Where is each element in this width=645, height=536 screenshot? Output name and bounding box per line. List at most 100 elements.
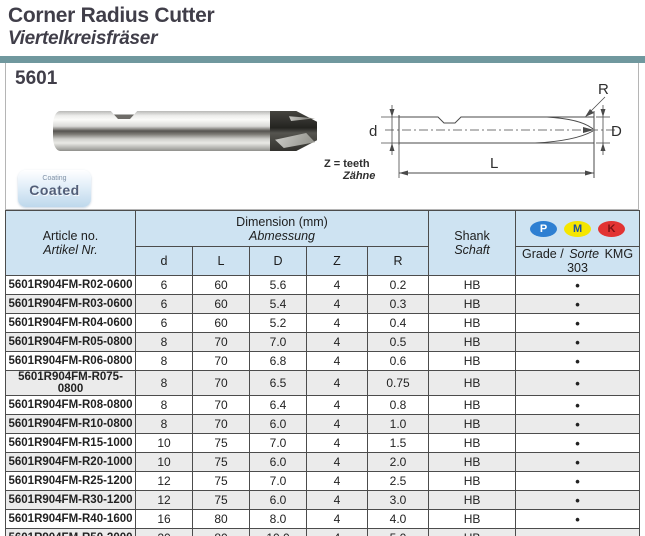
z-cell: 4 (306, 395, 368, 415)
r-cell: 1.0 (366, 414, 430, 434)
z-cell: 4 (306, 332, 368, 352)
iso-m-icon: M (564, 220, 592, 237)
divider-bar (0, 56, 645, 63)
table-row: 5601R904FM-R15-1000 10 75 7.0 4 1.5 HB • (5, 433, 641, 453)
article-number-cell: 5601R904FM-R075-0800 (5, 370, 136, 396)
r-cell: 0.6 (366, 351, 430, 371)
article-number-cell: 5601R904FM-R40-1600 (5, 509, 136, 529)
article-number-cell: 5601R904FM-R08-0800 (5, 395, 136, 415)
d-cell: 6 (135, 294, 193, 314)
shank-cell: HB (428, 509, 517, 529)
l-cell: 70 (192, 370, 250, 396)
big-d-cell: 5.6 (249, 275, 307, 295)
r-cell: 2.5 (366, 471, 430, 491)
big-d-cell: 6.0 (249, 490, 307, 510)
article-number-cell: 5601R904FM-R30-1200 (5, 490, 136, 510)
r-cell: 2.0 (366, 452, 430, 472)
col-header-d: d (135, 246, 193, 276)
page-title: Corner Radius Cutter (8, 4, 215, 27)
l-cell: 70 (192, 395, 250, 415)
col-header-article: Article no. Artikel Nr. (5, 210, 136, 276)
coating-badge-caption: Coating (42, 175, 67, 182)
dim-label-big-d: D (611, 123, 622, 140)
iso-k-icon: K (598, 220, 626, 237)
r-cell: 0.3 (366, 294, 430, 314)
grade-dot-cell: • (515, 509, 641, 529)
l-cell: 80 (192, 509, 250, 529)
shank-cell: HB (428, 490, 517, 510)
shank-cell: HB (428, 452, 517, 472)
grade-dot-cell: • (515, 395, 641, 415)
article-number-cell: 5601R904FM-R02-0600 (5, 275, 136, 295)
shank-cell: HB (428, 313, 517, 333)
z-cell: 4 (306, 414, 368, 434)
d-cell: 8 (135, 370, 193, 396)
d-cell: 6 (135, 275, 193, 295)
col-header-l: L (192, 246, 250, 276)
shank-cell: HB (428, 351, 517, 371)
grade-dot-cell: • (515, 294, 641, 314)
shank-cell: HB (428, 528, 517, 536)
l-cell: 70 (192, 414, 250, 434)
shank-cell: HB (428, 294, 517, 314)
article-number-cell: 5601R904FM-R06-0800 (5, 351, 136, 371)
shank-cell: HB (428, 471, 517, 491)
d-cell: 8 (135, 332, 193, 352)
z-cell: 4 (306, 452, 368, 472)
teeth-note-en: Z = teeth (324, 158, 370, 170)
z-cell: 4 (306, 528, 368, 536)
table-body: 5601R904FM-R02-0600 6 60 5.6 4 0.2 HB • … (5, 275, 641, 536)
big-d-cell: 7.0 (249, 433, 307, 453)
article-number-cell: 5601R904FM-R10-0800 (5, 414, 136, 434)
table-row: 5601R904FM-R25-1200 12 75 7.0 4 2.5 HB • (5, 471, 641, 491)
table-row: 5601R904FM-R50-2000 20 80 10.0 4 5.0 HB … (5, 528, 641, 536)
r-cell: 0.75 (366, 370, 430, 396)
r-cell: 0.8 (366, 395, 430, 415)
grade-dot-cell: • (515, 433, 641, 453)
grade-dot-cell: • (515, 490, 641, 510)
product-section: 5601 d R (5, 63, 639, 210)
article-number-cell: 5601R904FM-R04-0600 (5, 313, 136, 333)
z-cell: 4 (306, 294, 368, 314)
table-row: 5601R904FM-R02-0600 6 60 5.6 4 0.2 HB • (5, 275, 641, 295)
d-cell: 8 (135, 351, 193, 371)
table-row: 5601R904FM-R08-0800 8 70 6.4 4 0.8 HB • (5, 395, 641, 415)
l-cell: 75 (192, 433, 250, 453)
tool-notch (110, 111, 138, 119)
d-cell: 16 (135, 509, 193, 529)
article-number-cell: 5601R904FM-R03-0600 (5, 294, 136, 314)
article-number-cell: 5601R904FM-R20-1000 (5, 452, 136, 472)
l-cell: 60 (192, 313, 250, 333)
table-row: 5601R904FM-R10-0800 8 70 6.0 4 1.0 HB • (5, 414, 641, 434)
grade-dot-cell: • (515, 351, 641, 371)
r-cell: 5.0 (366, 528, 430, 536)
product-table: Article no. Artikel Nr. Dimension (mm) A… (5, 210, 641, 536)
article-number-cell: 5601R904FM-R05-0800 (5, 332, 136, 352)
grade-dot-cell: • (515, 313, 641, 333)
big-d-cell: 10.0 (249, 528, 307, 536)
d-cell: 6 (135, 313, 193, 333)
table-row: 5601R904FM-R04-0600 6 60 5.2 4 0.4 HB • (5, 313, 641, 333)
r-cell: 4.0 (366, 509, 430, 529)
dim-label-r: R (598, 81, 609, 98)
tool-edge-highlight (289, 116, 315, 121)
coating-badge: Coating Coated (18, 170, 91, 207)
product-photo (53, 109, 317, 153)
r-cell: 3.0 (366, 490, 430, 510)
d-cell: 8 (135, 395, 193, 415)
grade-dot-cell: • (515, 332, 641, 352)
shank-cell: HB (428, 275, 517, 295)
shank-cell: HB (428, 433, 517, 453)
article-number-cell: 5601R904FM-R25-1200 (5, 471, 136, 491)
l-cell: 75 (192, 471, 250, 491)
shank-cell: HB (428, 395, 517, 415)
z-cell: 4 (306, 490, 368, 510)
col-header-z: Z (306, 246, 368, 276)
big-d-cell: 6.5 (249, 370, 307, 396)
dim-label-l: L (490, 155, 498, 172)
l-cell: 75 (192, 452, 250, 472)
table-row: 5601R904FM-R06-0800 8 70 6.8 4 0.6 HB • (5, 351, 641, 371)
shank-cell: HB (428, 332, 517, 352)
l-cell: 70 (192, 351, 250, 371)
